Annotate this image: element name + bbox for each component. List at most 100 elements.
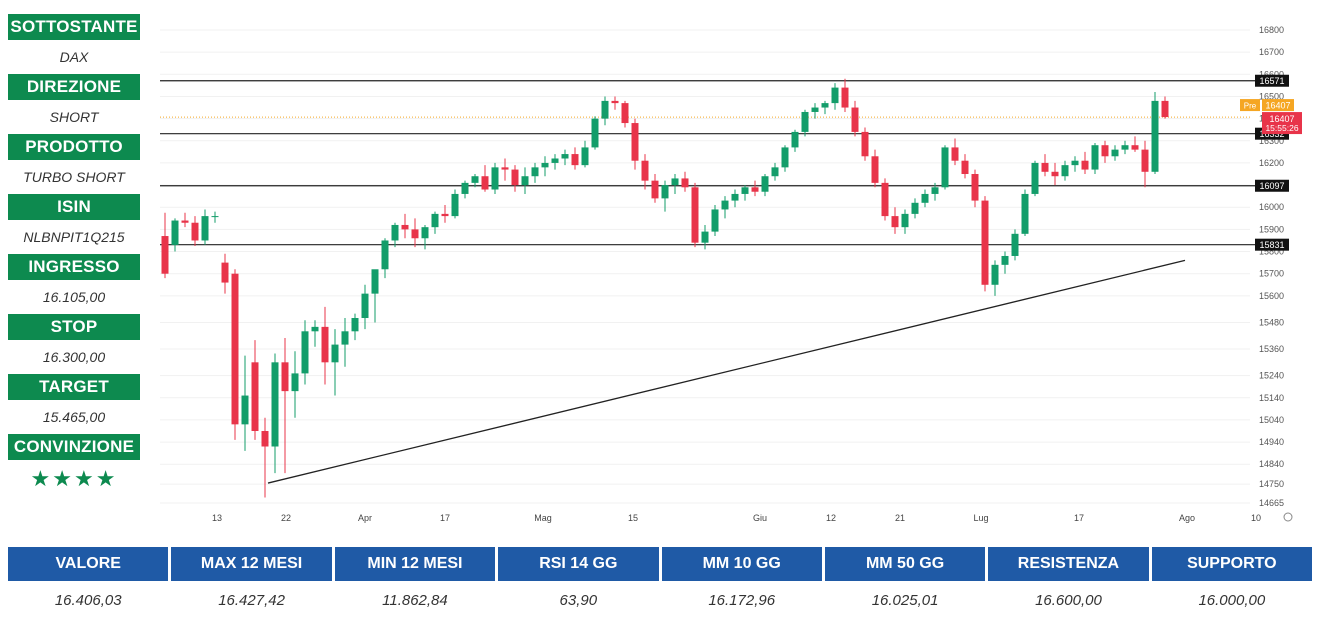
y-tick-label: 16200 xyxy=(1259,158,1284,168)
sidebar-label: PRODOTTO xyxy=(8,134,140,160)
sidebar-label: TARGET xyxy=(8,374,140,400)
candle-body xyxy=(1111,149,1119,157)
candle xyxy=(211,211,219,223)
candle-body xyxy=(961,160,969,175)
candle xyxy=(321,306,329,385)
candle-body xyxy=(921,193,929,203)
candle-body xyxy=(1081,160,1089,170)
stats-column: MM 50 GG 16.025,01 xyxy=(824,547,986,619)
candle-body xyxy=(851,107,859,132)
candle-body xyxy=(1061,165,1069,177)
candle xyxy=(1071,156,1079,172)
stats-column: MIN 12 MESI 11.862,84 xyxy=(334,547,496,619)
candle-body xyxy=(161,236,169,274)
candle-body xyxy=(271,362,279,447)
y-tick-label: 16300 xyxy=(1259,136,1284,146)
candle-body xyxy=(561,154,569,159)
candle xyxy=(751,180,759,197)
candle-body xyxy=(881,182,889,217)
candle-body xyxy=(361,293,369,319)
candle xyxy=(241,355,249,451)
stats-table: VALORE 16.406,03 MAX 12 MESI 16.427,42 MIN 1… xyxy=(8,547,1312,619)
candle-body xyxy=(621,103,629,124)
candle-body xyxy=(951,147,959,161)
candle-body xyxy=(421,227,429,239)
candle-body xyxy=(481,176,489,190)
candle-body xyxy=(931,187,939,194)
candle-body xyxy=(1101,145,1109,157)
stats-header: VALORE xyxy=(8,547,169,581)
candle-body xyxy=(1131,145,1139,150)
candle xyxy=(551,154,559,170)
candle xyxy=(801,109,809,137)
candle-body xyxy=(541,162,549,168)
candle-body xyxy=(1041,162,1049,172)
candle-body xyxy=(471,176,479,183)
y-tick-label: 15040 xyxy=(1259,415,1284,425)
stats-header: RESISTENZA xyxy=(988,547,1149,581)
current-price-time: 15:55:26 xyxy=(1265,123,1298,133)
candle-body xyxy=(801,111,809,132)
stats-column: RSI 14 GG 63,90 xyxy=(498,547,659,619)
y-tick-label: 14750 xyxy=(1259,479,1284,489)
candle xyxy=(661,180,669,212)
candle-body xyxy=(401,224,409,230)
candle xyxy=(611,96,619,110)
candle-body xyxy=(341,331,349,345)
candle xyxy=(1101,140,1109,163)
level-label: 16571 xyxy=(1259,76,1284,86)
candle xyxy=(491,162,499,194)
candle-body xyxy=(981,200,989,285)
candle xyxy=(961,154,969,179)
candle-body xyxy=(191,222,199,241)
trade-summary-sidebar: SOTTOSTANTE DAX DIREZIONE SHORT PRODOTTO TURB… xyxy=(8,14,140,498)
candle xyxy=(741,185,749,201)
y-tick-label: 15900 xyxy=(1259,224,1284,234)
y-tick-label: 15360 xyxy=(1259,344,1284,354)
candle-body xyxy=(1031,162,1039,194)
candle xyxy=(851,100,859,137)
candle xyxy=(821,100,829,115)
candle xyxy=(731,189,739,208)
candle xyxy=(271,353,279,474)
candle-body xyxy=(771,167,779,177)
y-tick-label: 15700 xyxy=(1259,269,1284,279)
candle xyxy=(521,167,529,194)
candle xyxy=(771,162,779,181)
sidebar-label: STOP xyxy=(8,314,140,340)
candle xyxy=(641,154,649,190)
candle xyxy=(791,129,799,152)
y-tick-label: 16000 xyxy=(1259,202,1284,212)
candle xyxy=(881,178,889,221)
candle-body xyxy=(331,344,339,363)
candle-body xyxy=(991,264,999,285)
sidebar-value: 16.105,00 xyxy=(8,280,140,314)
candle-body xyxy=(1011,233,1019,256)
candle xyxy=(1081,151,1089,175)
candle-body xyxy=(841,87,849,108)
sidebar-value: NLBNPIT1Q215 xyxy=(8,220,140,254)
sidebar-value: 15.465,00 xyxy=(8,400,140,434)
rating-stars: ★★★★ xyxy=(8,460,140,498)
y-tick-label: 15240 xyxy=(1259,371,1284,381)
candle xyxy=(651,174,659,203)
candle-body xyxy=(511,169,519,186)
x-tick-label: 17 xyxy=(1074,513,1084,523)
stats-column: SUPPORTO 16.000,00 xyxy=(1151,547,1312,619)
premarket-label: Pre xyxy=(1244,102,1257,111)
candle xyxy=(461,180,469,199)
candle-body xyxy=(301,331,309,374)
candle xyxy=(421,224,429,250)
candle xyxy=(481,165,489,192)
candle-body xyxy=(1121,145,1129,150)
stats-header: MM 10 GG xyxy=(661,547,822,581)
x-tick-label: Apr xyxy=(358,513,372,523)
candle-body xyxy=(531,167,539,177)
current-price-label: 16407 xyxy=(1269,114,1294,124)
candle xyxy=(711,205,719,237)
sidebar-label: CONVINZIONE xyxy=(8,434,140,460)
x-tick-label: Mag xyxy=(534,513,552,523)
sidebar-label: DIREZIONE xyxy=(8,74,140,100)
candle xyxy=(351,313,359,341)
candle xyxy=(581,140,589,168)
